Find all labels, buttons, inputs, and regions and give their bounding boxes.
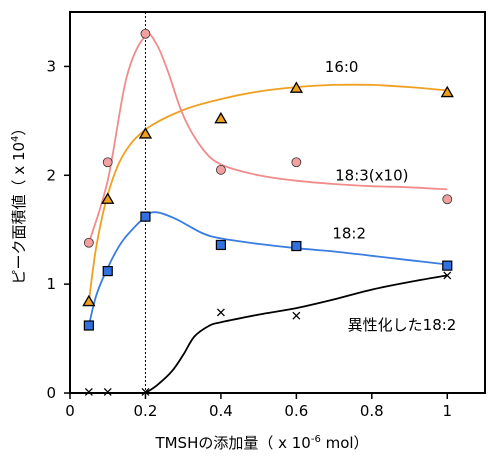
data-point-circle [140, 28, 151, 39]
data-point-triangle [214, 111, 228, 124]
series-label-1: 18:3(x10) [335, 167, 408, 185]
y-tick-label: 3 [46, 57, 56, 75]
y-axis-title-exponent: 4 [10, 136, 21, 142]
x-axis-title-exponent: -6 [311, 434, 321, 445]
series-label-0: 16:0 [325, 58, 359, 76]
data-point-cross [103, 387, 112, 396]
y-tick-label: 0 [46, 384, 56, 402]
series-curve-1 [88, 33, 448, 244]
x-tick-label: 0.2 [134, 402, 158, 420]
data-point-cross [443, 271, 452, 280]
y-tick-label: 1 [46, 275, 56, 293]
data-point-circle [291, 157, 302, 168]
series-label-2: 18:2 [332, 224, 366, 242]
plot-frame [69, 11, 486, 394]
x-axis: 0 0.2 0.4 0.6 0.8 1 [65, 393, 452, 420]
data-point-triangle [138, 127, 153, 139]
data-point-circle [102, 157, 113, 168]
x-axis-title-unit: mol） [321, 434, 369, 452]
plot-area: 16:0 18:3(x10) 18:2 異性化した18:2 [69, 11, 486, 396]
data-markers [82, 28, 454, 396]
y-axis-title-main: ピーク面積値（ x 10 [10, 142, 28, 285]
x-tick-label: 0.6 [284, 402, 308, 420]
series-labels: 16:0 18:3(x10) 18:2 異性化した18:2 [325, 58, 457, 334]
series-curve-0 [88, 83, 448, 302]
series-curve-3 [144, 274, 448, 394]
y-axis: 0 1 2 3 [46, 57, 70, 402]
data-point-circle [83, 237, 94, 248]
y-axis-title: ピーク面積値（ x 104） [10, 121, 28, 285]
x-tick-label: 0.8 [360, 402, 384, 420]
data-point-triangle [82, 294, 96, 307]
x-axis-title-main: TMSHの添加量（ x 10 [154, 434, 310, 452]
x-axis-title: TMSHの添加量（ x 10-6 mol） [154, 434, 368, 452]
y-axis-title-close: ） [10, 121, 28, 136]
data-point-square [215, 239, 227, 251]
data-point-triangle [289, 81, 303, 93]
x-tick-label: 0 [65, 402, 75, 420]
y-tick-label: 2 [46, 166, 56, 184]
series-label-3: 異性化した18:2 [348, 316, 457, 334]
data-point-circle [442, 194, 453, 205]
data-point-cross [84, 387, 93, 396]
x-tick-label: 1 [442, 402, 452, 420]
data-point-square [102, 265, 113, 277]
data-point-square [442, 260, 453, 271]
series-curve-2 [88, 211, 448, 326]
data-point-square [140, 211, 151, 222]
data-point-triangle [440, 85, 454, 98]
data-point-square [291, 240, 302, 252]
data-point-circle [216, 164, 226, 175]
data-point-cross [292, 311, 301, 320]
x-tick-label: 0.4 [209, 402, 233, 420]
data-point-cross [216, 308, 225, 317]
data-point-cross [141, 387, 150, 396]
data-point-square [83, 320, 94, 331]
data-point-triangle [101, 192, 115, 204]
